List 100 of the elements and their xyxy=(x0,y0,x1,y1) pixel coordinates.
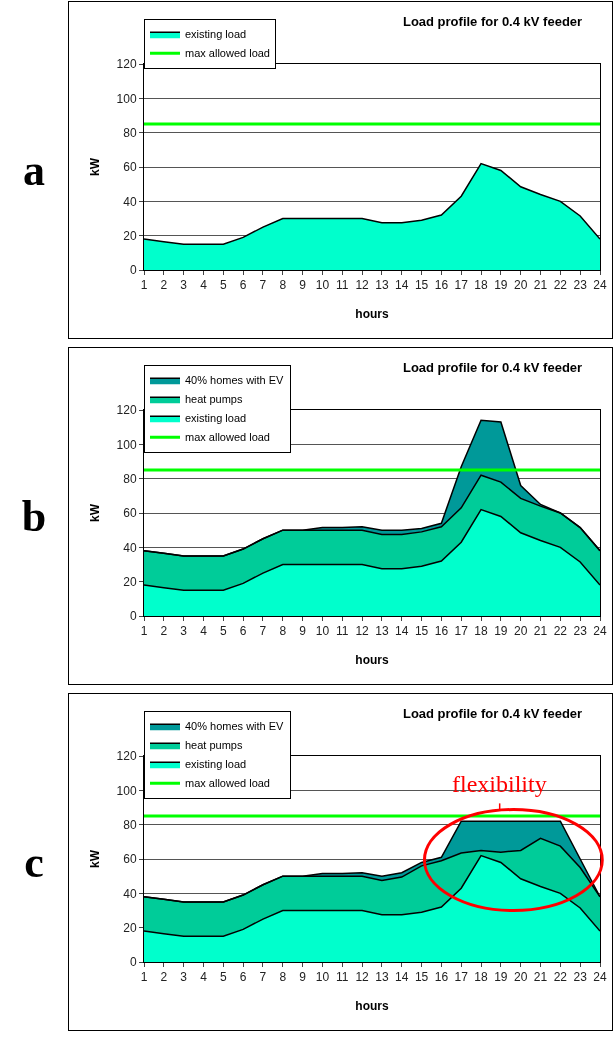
chart-title: Load profile for 0.4 kV feeder xyxy=(402,360,583,376)
legend-label: 40% homes with EV xyxy=(185,720,285,733)
x-tick-label: 6 xyxy=(239,278,247,293)
x-tick-label: 8 xyxy=(279,278,287,293)
x-tick-label: 18 xyxy=(474,970,489,985)
x-tick-label: 12 xyxy=(355,970,370,985)
y-tick-label: 20 xyxy=(123,574,137,589)
x-tick-label: 22 xyxy=(553,278,568,293)
text: b xyxy=(20,490,48,542)
x-tick-label: 3 xyxy=(180,970,188,985)
y-tick-label: 100 xyxy=(116,91,137,106)
x-tick-label: 8 xyxy=(279,624,287,639)
y-axis-title: kW xyxy=(87,503,102,522)
x-tick-label: 13 xyxy=(375,970,389,985)
x-tick-label: 5 xyxy=(219,624,227,639)
x-tick-label: 14 xyxy=(395,970,409,985)
x-tick-label: 24 xyxy=(593,278,607,293)
y-tick-label: 40 xyxy=(123,194,137,209)
legend-label: existing load xyxy=(185,412,247,425)
x-tick-label: 11 xyxy=(336,278,349,293)
x-tick-label: 9 xyxy=(299,278,307,293)
y-tick-label: 0 xyxy=(129,955,137,970)
x-tick-label: 18 xyxy=(474,278,489,293)
x-tick-label: 1 xyxy=(140,624,148,639)
x-tick-label: 14 xyxy=(395,278,409,293)
x-axis-title: hours xyxy=(355,999,389,1014)
x-tick-label: 2 xyxy=(160,278,168,293)
x-tick-label: 4 xyxy=(200,970,208,985)
x-tick-label: 15 xyxy=(414,970,429,985)
y-tick-label: 80 xyxy=(123,817,137,832)
x-tick-label: 7 xyxy=(259,624,267,639)
x-tick-label: 24 xyxy=(593,624,607,639)
x-tick-label: 10 xyxy=(315,970,330,985)
x-tick-label: 17 xyxy=(454,278,469,293)
x-tick-label: 7 xyxy=(259,278,267,293)
x-tick-label: 2 xyxy=(160,970,168,985)
chart-title: Load profile for 0.4 kV feeder xyxy=(402,706,583,722)
y-tick-label: 100 xyxy=(116,783,137,798)
x-tick-label: 18 xyxy=(474,624,489,639)
x-tick-label: 2 xyxy=(160,624,168,639)
x-tick-label: 23 xyxy=(573,970,588,985)
legend-label: heat pumps xyxy=(185,739,243,752)
x-tick-label: 17 xyxy=(454,970,469,985)
y-tick-label: 120 xyxy=(116,749,137,764)
legend-label: 40% homes with EV xyxy=(185,374,285,387)
x-tick-label: 21 xyxy=(533,278,548,293)
y-tick-label: 100 xyxy=(116,437,137,452)
y-axis-title: kW xyxy=(87,157,102,176)
y-tick-label: 20 xyxy=(123,228,137,243)
x-axis-title: hours xyxy=(355,307,389,322)
x-tick-label: 20 xyxy=(514,970,528,985)
x-tick-label: 12 xyxy=(355,624,370,639)
x-tick-label: 3 xyxy=(180,624,188,639)
x-tick-label: 14 xyxy=(395,624,409,639)
x-tick-label: 19 xyxy=(494,624,508,639)
x-tick-label: 20 xyxy=(514,624,528,639)
x-tick-label: 16 xyxy=(434,624,449,639)
legend-label: max allowed load xyxy=(185,431,270,444)
x-tick-label: 7 xyxy=(259,970,267,985)
x-tick-label: 16 xyxy=(434,278,449,293)
chart-title: Load profile for 0.4 kV feeder xyxy=(402,14,583,30)
y-tick-label: 40 xyxy=(123,886,137,901)
legend-label: heat pumps xyxy=(185,393,243,406)
x-tick-label: 22 xyxy=(553,624,568,639)
y-axis-title: kW xyxy=(87,849,102,868)
x-tick-label: 13 xyxy=(375,624,389,639)
x-tick-label: 23 xyxy=(573,624,588,639)
text: a xyxy=(22,144,46,196)
x-tick-label: 21 xyxy=(533,970,548,985)
x-tick-label: 1 xyxy=(140,970,148,985)
x-tick-label: 19 xyxy=(494,278,508,293)
x-tick-label: 20 xyxy=(514,278,528,293)
x-tick-label: 1 xyxy=(140,278,148,293)
legend-label: existing load xyxy=(185,758,247,771)
x-tick-label: 3 xyxy=(180,278,188,293)
legend-label: max allowed load xyxy=(185,777,270,790)
x-tick-label: 19 xyxy=(494,970,508,985)
y-tick-label: 0 xyxy=(129,609,137,624)
x-tick-label: 17 xyxy=(454,624,469,639)
text: c xyxy=(23,836,45,888)
x-tick-label: 9 xyxy=(299,624,307,639)
x-tick-label: 11 xyxy=(336,970,349,985)
x-tick-label: 21 xyxy=(533,624,548,639)
y-tick-label: 60 xyxy=(123,506,137,521)
y-tick-label: 20 xyxy=(123,920,137,935)
x-tick-label: 4 xyxy=(200,624,208,639)
x-tick-label: 23 xyxy=(573,278,588,293)
x-tick-label: 9 xyxy=(299,970,307,985)
y-tick-label: 0 xyxy=(129,263,137,278)
x-tick-label: 13 xyxy=(375,278,389,293)
x-tick-label: 6 xyxy=(239,624,247,639)
x-tick-label: 22 xyxy=(553,970,568,985)
x-tick-label: 24 xyxy=(593,970,607,985)
x-tick-label: 5 xyxy=(219,278,227,293)
y-tick-label: 60 xyxy=(123,852,137,867)
y-tick-label: 120 xyxy=(116,57,137,72)
legend-label: max allowed load xyxy=(185,47,270,60)
x-tick-label: 5 xyxy=(219,970,227,985)
x-tick-label: 15 xyxy=(414,278,429,293)
legend-label: existing load xyxy=(185,28,247,41)
